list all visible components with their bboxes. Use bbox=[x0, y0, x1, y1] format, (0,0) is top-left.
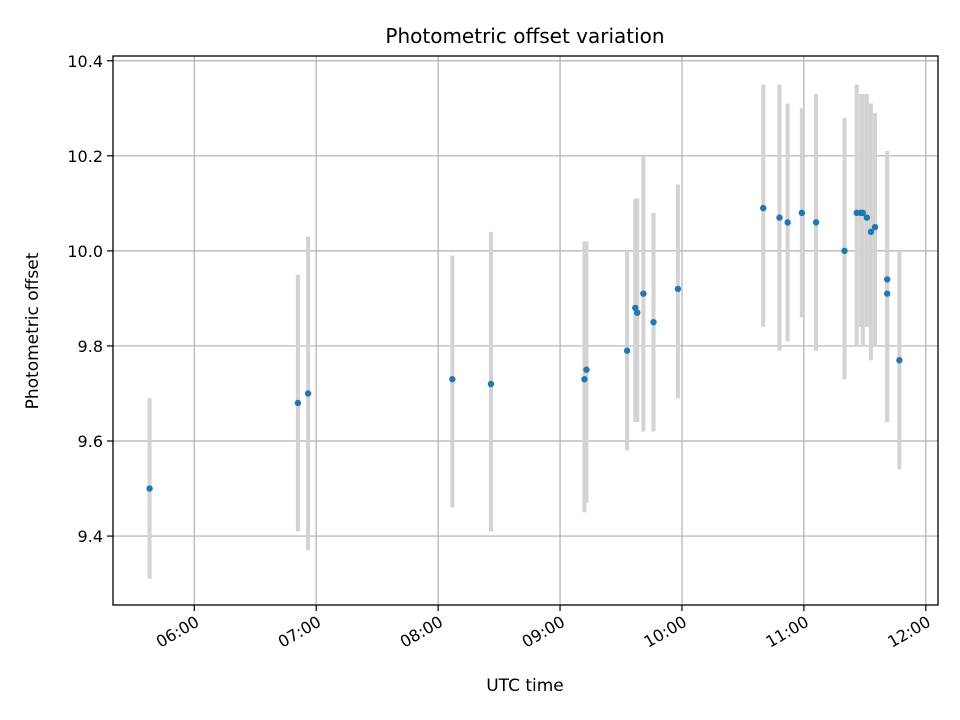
data-point bbox=[304, 390, 312, 397]
data-points bbox=[146, 204, 903, 492]
data-point bbox=[449, 376, 456, 383]
x-axis-label: UTC time bbox=[486, 676, 564, 696]
data-point bbox=[146, 485, 153, 492]
data-point bbox=[812, 219, 820, 226]
data-point bbox=[583, 366, 590, 373]
data-point bbox=[883, 290, 891, 297]
data-point bbox=[863, 214, 871, 221]
data-point bbox=[581, 376, 588, 383]
data-point bbox=[798, 209, 806, 217]
chart-title: Photometric offset variation bbox=[385, 24, 664, 48]
data-point bbox=[294, 399, 302, 407]
y-axis: 9.4 9.6 9.8 10.0 10.2 10.4 bbox=[67, 52, 113, 546]
data-point bbox=[776, 214, 783, 221]
data-point bbox=[859, 209, 867, 217]
data-point bbox=[871, 223, 879, 231]
plot-frame bbox=[112, 55, 939, 606]
data-point bbox=[674, 285, 682, 293]
y-axis-label: Photometric offset bbox=[23, 252, 43, 409]
data-point bbox=[841, 247, 848, 255]
y-tick-label: 9.8 bbox=[78, 337, 103, 356]
data-point bbox=[487, 380, 495, 388]
y-tick-label: 9.6 bbox=[78, 432, 103, 451]
y-tick-label: 10.2 bbox=[67, 147, 103, 166]
y-tick-label: 9.4 bbox=[78, 527, 103, 546]
data-point bbox=[623, 347, 631, 354]
y-tick-label: 10.0 bbox=[67, 242, 103, 261]
data-point bbox=[883, 276, 891, 283]
y-tick-label: 10.4 bbox=[67, 52, 103, 71]
data-point bbox=[760, 204, 767, 212]
data-point bbox=[640, 290, 647, 297]
data-point bbox=[650, 318, 657, 326]
data-point bbox=[896, 357, 903, 364]
data-point bbox=[867, 228, 875, 236]
data-point bbox=[634, 309, 641, 316]
data-point bbox=[784, 219, 791, 226]
